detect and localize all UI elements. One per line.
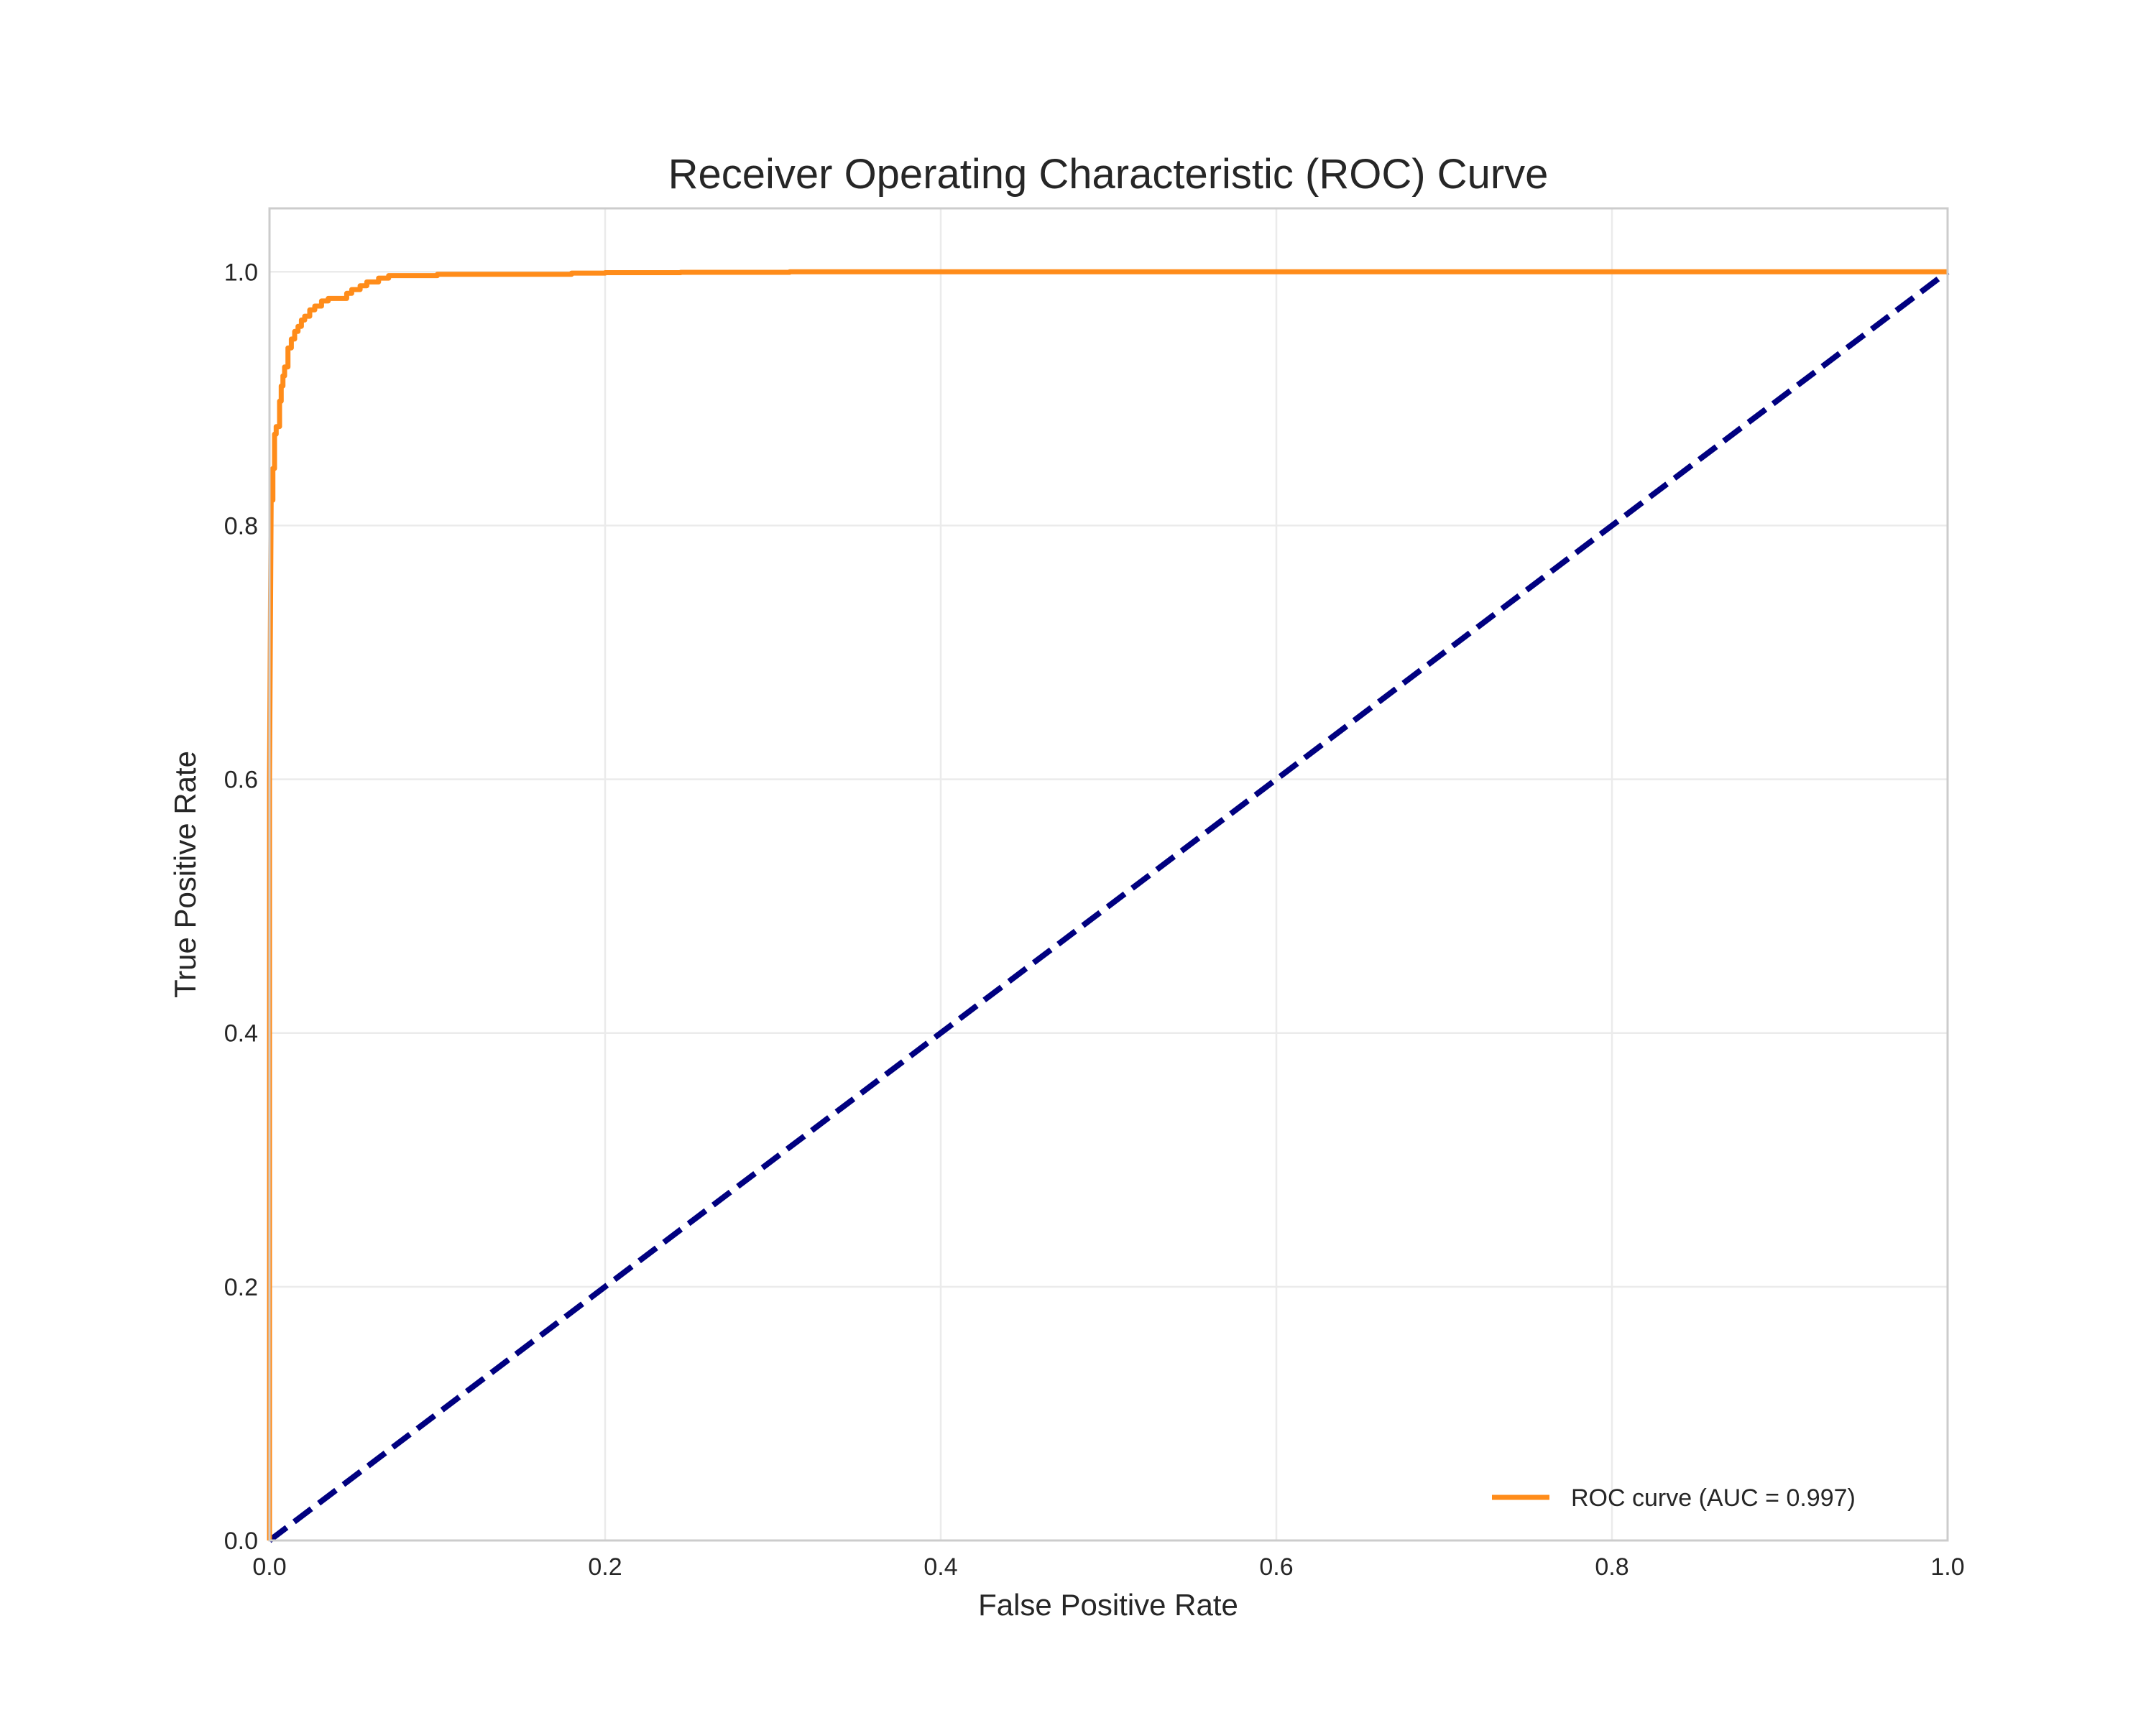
diagonal-reference-line	[267, 269, 1950, 1543]
x-tick-label: 0.0	[252, 1553, 286, 1581]
grid-layer	[268, 208, 1949, 1542]
x-tick-label: 0.6	[1259, 1553, 1293, 1581]
x-tick-label: 0.2	[588, 1553, 622, 1581]
y-tick-label: 0.0	[224, 1528, 258, 1555]
y-tick-label: 0.6	[224, 767, 258, 794]
roc-curve-line	[267, 269, 1948, 1540]
legend: ROC curve (AUC = 0.997)	[1492, 1484, 1856, 1512]
y-tick-label: 0.2	[224, 1274, 258, 1301]
y-tick-label: 0.8	[224, 512, 258, 540]
x-tick-label: 0.4	[923, 1553, 957, 1581]
plot-frame	[268, 207, 1949, 1542]
x-axis-label: False Positive Rate	[978, 1588, 1238, 1622]
y-tick-label: 1.0	[224, 259, 258, 286]
legend-label: ROC curve (AUC = 0.997)	[1571, 1484, 1856, 1512]
y-tick-label: 0.4	[224, 1020, 258, 1048]
y-axis-label: True Positive Rate	[168, 751, 202, 998]
chart-title: Receiver Operating Characteristic (ROC) …	[668, 151, 1549, 198]
x-tick-label: 0.8	[1595, 1553, 1628, 1581]
tick-layer: 0.0 0.2 0.4 0.6 0.8 1.0 0.0 0.2 0.4 0.6 0.8 1.0	[224, 259, 1965, 1581]
x-tick-label: 1.0	[1930, 1553, 1964, 1581]
series-layer	[267, 269, 1950, 1543]
